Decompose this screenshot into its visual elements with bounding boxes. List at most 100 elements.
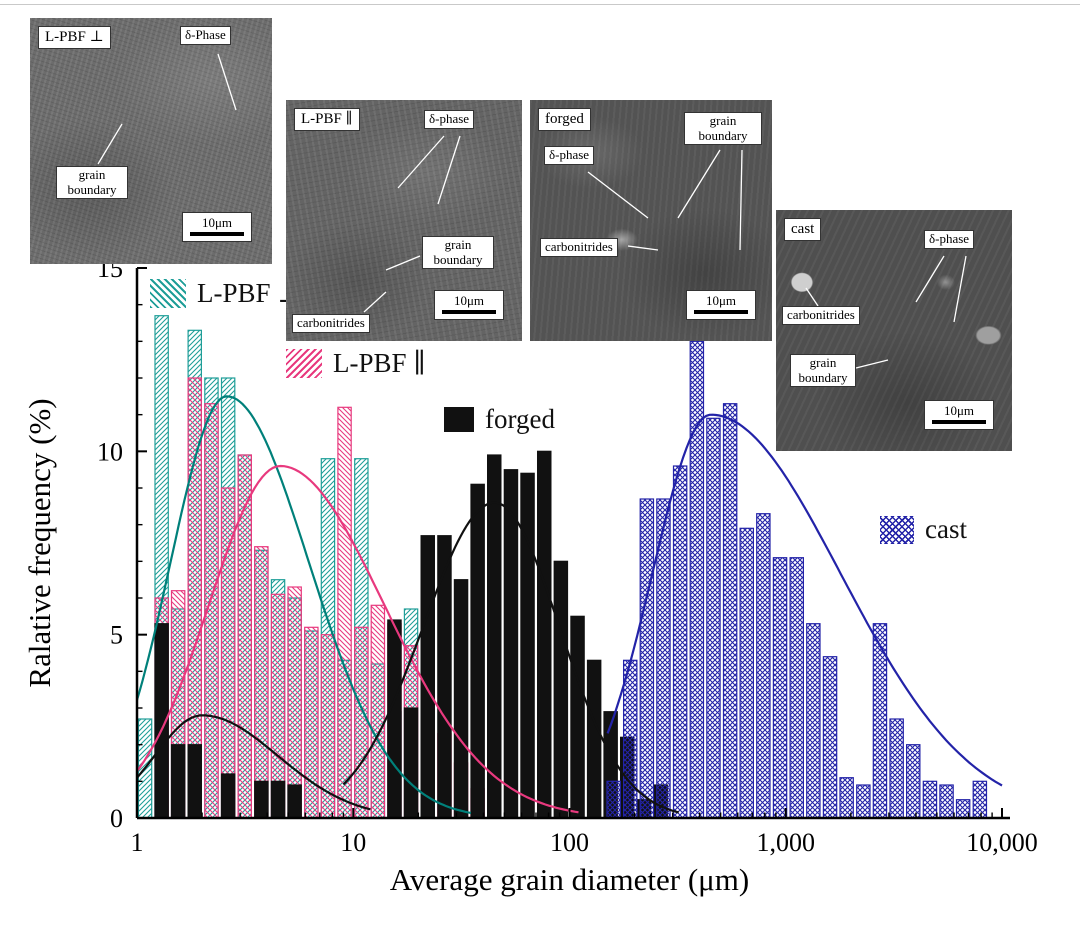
legend-forged: forged	[444, 404, 555, 435]
scale-bar-line	[694, 310, 748, 314]
scale-bar: 10μm	[924, 400, 994, 430]
annotation-lines	[587, 149, 743, 251]
legend-lpbf-parallel: L-PBF ∥	[286, 348, 426, 379]
cast-bar	[622, 659, 638, 819]
legend-swatch-lpbf-parallel-icon	[286, 349, 322, 378]
cast-bar	[806, 623, 821, 819]
delta-phase-label: δ-phase	[424, 110, 475, 129]
x-axis-title: Average grain diameter (μm)	[390, 862, 749, 897]
carbonitrides-label: carbonitrides	[292, 314, 370, 333]
L-PBF-parallel-bar	[287, 586, 302, 819]
forged-fit-curve	[342, 501, 679, 814]
forged-bar	[270, 780, 286, 819]
forged-bar	[170, 744, 186, 819]
x-tick-label: 1,000	[757, 828, 816, 857]
forged-fine-fit-curve	[136, 714, 371, 811]
scale-bar: 10μm	[686, 290, 756, 320]
x-tick-label: 10,000	[966, 828, 1038, 857]
cast-bar	[905, 744, 921, 819]
annotation-lines	[805, 255, 967, 369]
delta-phase-label: δ-phase	[544, 146, 595, 165]
forged-bar	[254, 780, 269, 819]
scale-bar-label: 10μm	[453, 293, 485, 308]
grain-boundary-label: grain boundary	[790, 354, 856, 388]
cast-bar	[789, 557, 804, 819]
L-PBF-parallel-fit-curve	[136, 464, 579, 814]
inset-title: cast	[784, 218, 822, 241]
forged-bar	[420, 535, 436, 819]
legend-label-lpbf-perpendicular: L-PBF ⊥	[197, 278, 303, 308]
legend-lpbf-perpendicular: L-PBF ⊥	[150, 278, 303, 309]
grain-boundary-label: grain boundary	[422, 236, 494, 270]
cast-bar	[972, 780, 988, 819]
x-tick-label: 1	[131, 828, 144, 857]
L-PBF-parallel-bar	[354, 626, 369, 819]
cast-bar	[706, 417, 721, 819]
cast-bar	[756, 513, 771, 819]
forged-bar	[220, 773, 236, 819]
sem-inset-cast: cast δ-phase carbonitrides grain boundar…	[776, 210, 1012, 451]
scale-bar-label: 10μm	[705, 293, 737, 308]
inset-title: L-PBF ∥	[294, 108, 360, 131]
cast-bar	[856, 784, 871, 819]
L-PBF-parallel-bar	[337, 406, 352, 819]
delta-phase-label: δ-phase	[924, 230, 975, 249]
cast-bar	[889, 718, 904, 819]
forged-bar	[287, 784, 302, 819]
L-PBF-parallel-bar	[304, 626, 319, 819]
carbonitrides-label: carbonitrides	[782, 306, 860, 325]
forged-bar	[503, 469, 519, 819]
scale-bar-line	[190, 232, 244, 236]
cast-bar	[739, 527, 754, 819]
scale-bar: 10μm	[182, 212, 252, 242]
forged-bar	[187, 744, 203, 819]
cast-fit-curve	[606, 413, 1003, 787]
forged-bar	[387, 619, 402, 819]
annotation-lines	[97, 53, 237, 165]
cast-bar	[939, 784, 954, 819]
cast-bar	[606, 780, 621, 819]
cast-bar	[922, 780, 938, 819]
legend-cast: cast	[880, 514, 967, 545]
cast-bar	[822, 656, 838, 819]
y-tick-label: 0	[110, 804, 123, 833]
y-tick-label: 10	[97, 437, 123, 466]
forged-bar	[453, 579, 469, 819]
scale-bar-line	[442, 310, 496, 314]
grain-boundary-label: grain boundary	[56, 166, 128, 200]
forged-bar	[437, 535, 452, 819]
grain-boundary-label: grain boundary	[684, 112, 762, 146]
x-tick-label: 10	[340, 828, 366, 857]
scale-bar: 10μm	[434, 290, 504, 320]
cast-bar	[839, 777, 854, 819]
forged-bar	[470, 483, 485, 819]
legend-swatch-forged-icon	[444, 407, 474, 432]
legend-swatch-lpbf-perpendicular-icon	[150, 279, 186, 308]
cast-bar	[722, 403, 738, 819]
legend-label-cast: cast	[925, 514, 967, 544]
scale-bar-label: 10μm	[201, 215, 233, 230]
forged-bar	[553, 560, 569, 819]
y-tick-label: 5	[110, 621, 123, 650]
cast-bar	[689, 340, 705, 819]
delta-phase-label: δ-Phase	[180, 26, 231, 45]
forged-bar	[536, 450, 552, 819]
x-tick-label: 100	[550, 828, 589, 857]
forged-bar	[403, 707, 419, 819]
cast-bar	[772, 557, 788, 819]
forged-bar	[570, 615, 585, 819]
forged-bar	[487, 454, 502, 819]
forged-bar	[520, 472, 535, 819]
legend-label-forged: forged	[485, 404, 555, 434]
L-PBF-perpendicular-fit-curve	[135, 395, 472, 814]
inset-title: L-PBF ⊥	[38, 26, 111, 49]
cast-bar	[639, 498, 655, 819]
inset-title: forged	[538, 108, 591, 131]
cast-bar	[672, 465, 688, 819]
forged-bar	[586, 659, 602, 819]
scale-bar-label: 10μm	[943, 403, 975, 418]
scale-bar-line	[932, 420, 986, 424]
L-PBF-parallel-bar	[254, 546, 269, 819]
y-axis-title: Ralative frequency (%)	[22, 398, 57, 687]
